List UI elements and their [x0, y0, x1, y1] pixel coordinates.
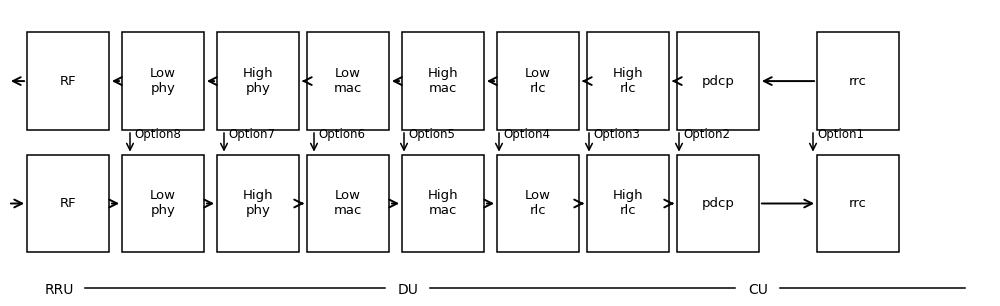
Bar: [677, 155, 759, 252]
Text: High
mac: High mac: [428, 189, 458, 218]
Bar: [402, 32, 484, 130]
Text: Option1: Option1: [817, 128, 864, 141]
Text: Option8: Option8: [134, 128, 181, 141]
Bar: [497, 32, 579, 130]
Bar: [587, 155, 669, 252]
Text: High
phy: High phy: [243, 67, 273, 95]
Bar: [817, 32, 899, 130]
Bar: [217, 155, 299, 252]
Text: pdcp: pdcp: [702, 197, 734, 210]
Text: Option2: Option2: [683, 128, 730, 141]
Text: Option7: Option7: [228, 128, 275, 141]
Text: rrc: rrc: [849, 197, 867, 210]
Text: rrc: rrc: [849, 75, 867, 88]
Text: Low
mac: Low mac: [334, 67, 362, 95]
Bar: [122, 32, 204, 130]
Text: CU: CU: [748, 283, 768, 297]
Text: Low
phy: Low phy: [150, 189, 176, 218]
Text: RRU: RRU: [45, 283, 74, 297]
Bar: [497, 155, 579, 252]
Text: High
rlc: High rlc: [613, 67, 643, 95]
Bar: [402, 155, 484, 252]
Bar: [217, 32, 299, 130]
Text: Low
rlc: Low rlc: [525, 189, 551, 218]
Text: High
mac: High mac: [428, 67, 458, 95]
Text: Option6: Option6: [318, 128, 365, 141]
Bar: [817, 155, 899, 252]
Text: High
phy: High phy: [243, 189, 273, 218]
Bar: [307, 32, 389, 130]
Text: Low
mac: Low mac: [334, 189, 362, 218]
Bar: [587, 32, 669, 130]
Bar: [122, 155, 204, 252]
Text: RF: RF: [60, 197, 76, 210]
Bar: [307, 155, 389, 252]
Bar: [27, 155, 109, 252]
Text: Low
phy: Low phy: [150, 67, 176, 95]
Text: DU: DU: [398, 283, 419, 297]
Text: High
rlc: High rlc: [613, 189, 643, 218]
Text: Option5: Option5: [408, 128, 455, 141]
Bar: [27, 32, 109, 130]
Text: Low
rlc: Low rlc: [525, 67, 551, 95]
Bar: [677, 32, 759, 130]
Text: Option4: Option4: [503, 128, 550, 141]
Text: Option3: Option3: [593, 128, 640, 141]
Text: RF: RF: [60, 75, 76, 88]
Text: pdcp: pdcp: [702, 75, 734, 88]
